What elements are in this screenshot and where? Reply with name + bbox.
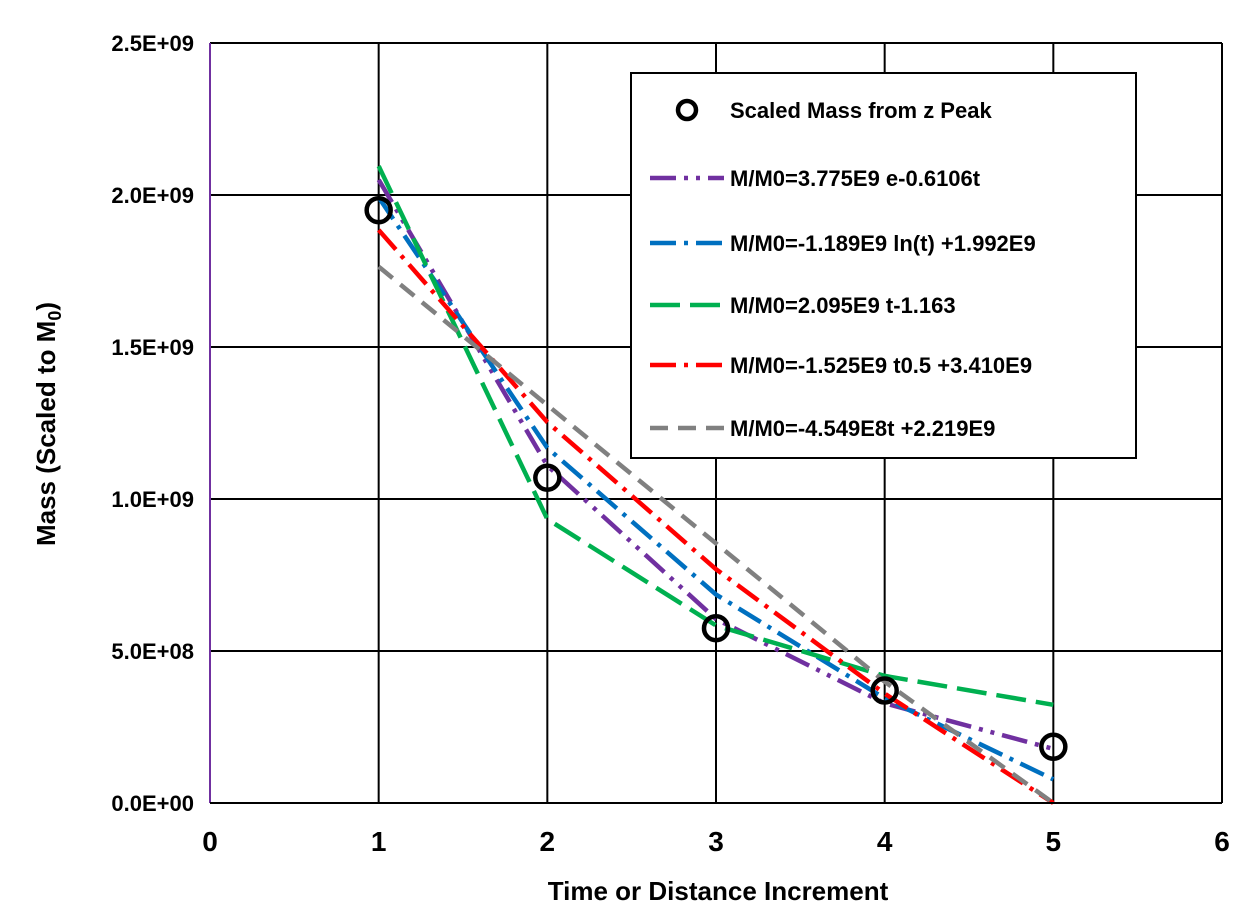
- legend-label: M/M0=-1.189E9 ln(t) +1.992E9: [730, 231, 1036, 256]
- series-line: [376, 165, 1054, 708]
- scatter-point: [533, 463, 562, 492]
- series-line: [376, 178, 1054, 752]
- legend-label: M/M0=-4.549E8t +2.219E9: [730, 416, 995, 441]
- legend-label: M/M0=2.095E9 t-1.163: [730, 293, 956, 318]
- x-tick-label: 2: [540, 826, 556, 857]
- series-line: [377, 228, 1055, 805]
- y-tick-label: 5.0E+08: [111, 639, 194, 664]
- legend-label: Scaled Mass from z Peak: [730, 98, 992, 123]
- y-tick-label: 1.5E+09: [111, 335, 194, 360]
- legend-label: M/M0=-1.525E9 t0.5 +3.410E9: [730, 353, 1032, 378]
- y-axis-title-subscript: 0: [45, 311, 65, 321]
- x-axis-title: Time or Distance Increment: [548, 876, 889, 906]
- y-axis-title-main: Mass (Scaled to M: [31, 321, 61, 546]
- y-tick-label: 2.0E+09: [111, 183, 194, 208]
- legend: Scaled Mass from z Peak M/M0=3.775E9 e-0.…: [630, 72, 1137, 459]
- y-axis-title-close: ): [31, 302, 61, 311]
- scatter-points: [364, 195, 1068, 762]
- x-tick-label: 5: [1046, 826, 1062, 857]
- scatter-point: [364, 195, 393, 225]
- y-tick-label: 1.0E+09: [111, 487, 194, 512]
- x-tick-label: 4: [877, 826, 893, 857]
- scatter-point: [1039, 732, 1068, 762]
- legend-label: M/M0=3.775E9 e-0.6106t: [730, 166, 981, 191]
- series-line: [377, 264, 1055, 805]
- series-lines: [376, 165, 1055, 805]
- axes: [209, 43, 1222, 804]
- x-tick-label: 1: [371, 826, 387, 857]
- scatter-point: [870, 676, 899, 705]
- x-tick-label: 0: [202, 826, 218, 857]
- y-tick-label: 2.5E+09: [111, 31, 194, 56]
- legend-marker-circle: [675, 98, 699, 122]
- tick-labels: 0 1 2 3 4 5 6 0.0E+00 5.0E+08 1.0E+09 1.5E+09 2.0E+…: [111, 31, 1229, 857]
- scatter-point: [701, 613, 731, 643]
- y-tick-label: 0.0E+00: [111, 791, 194, 816]
- x-tick-label: 6: [1214, 826, 1230, 857]
- series-line: [376, 196, 1055, 782]
- x-tick-label: 3: [708, 826, 724, 857]
- y-axis-title: Mass (Scaled to M0): [31, 302, 65, 546]
- legend-box: [630, 72, 1137, 459]
